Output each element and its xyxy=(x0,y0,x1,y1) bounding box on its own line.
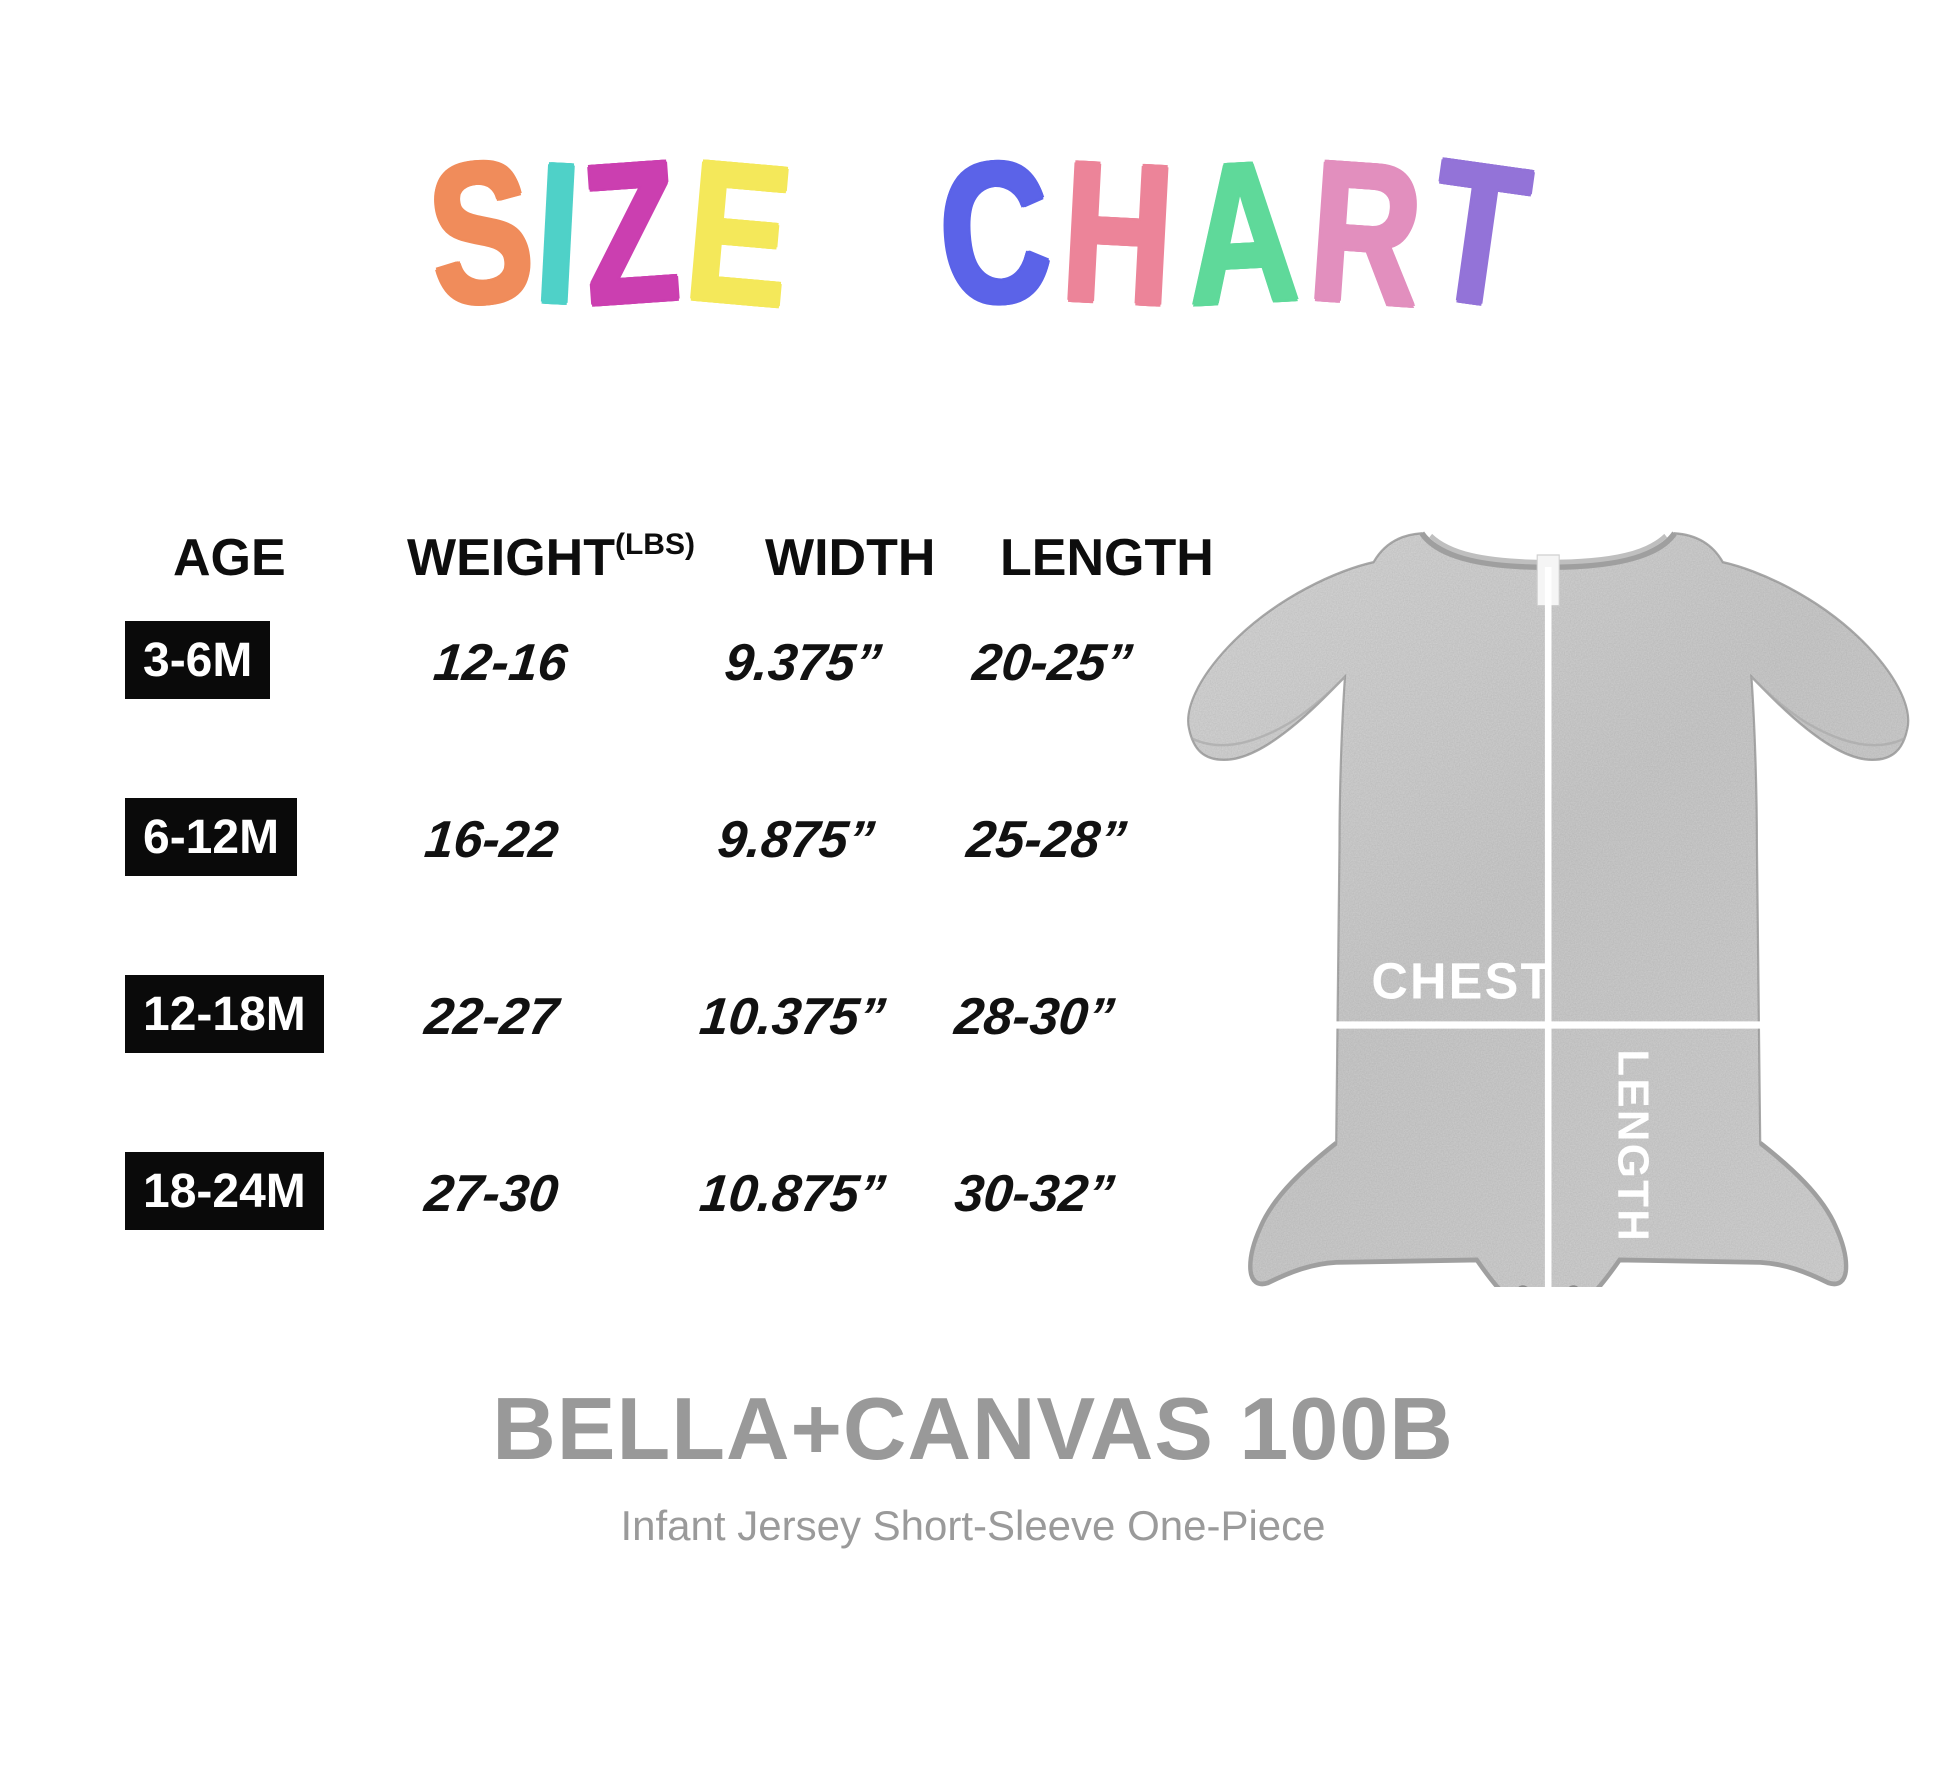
svg-text:LENGTH: LENGTH xyxy=(1609,1049,1658,1243)
svg-text:CHEST: CHEST xyxy=(1371,953,1553,1010)
